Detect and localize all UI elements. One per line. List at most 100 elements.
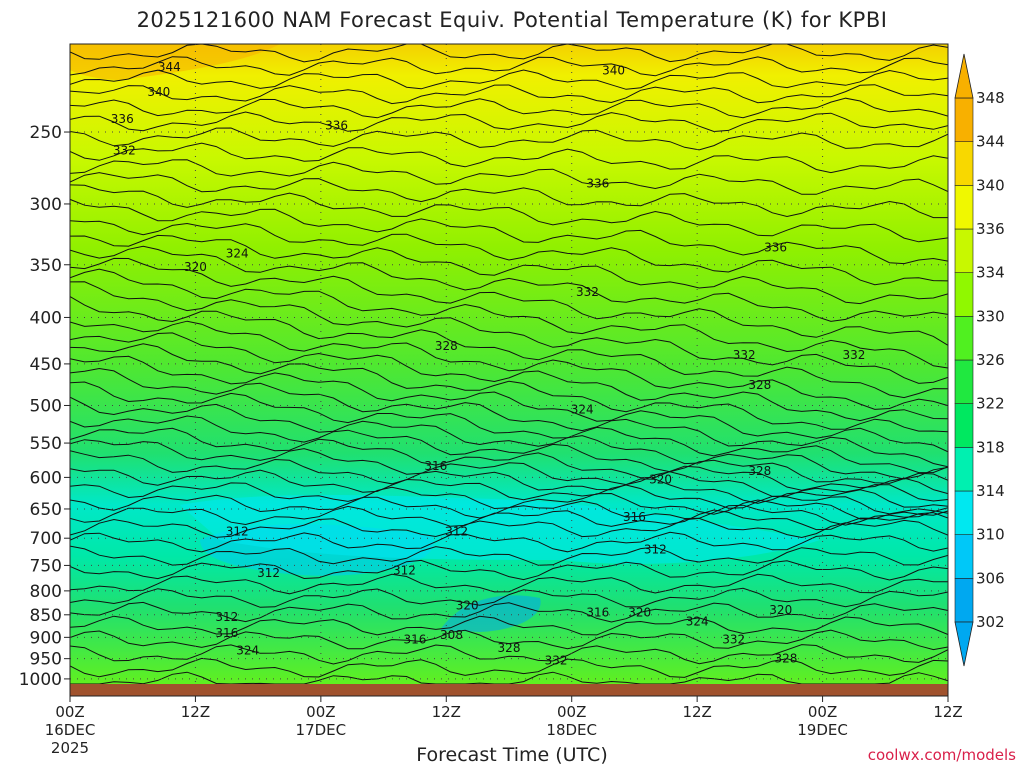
contour-label: 344 [158, 60, 181, 74]
colorbar-segment [954, 185, 974, 230]
colorbar-tick-label: 310 [976, 526, 1005, 544]
colorbar-segment [954, 534, 974, 579]
contour-label: 328 [748, 464, 771, 478]
colorbar-top-arrow [954, 53, 974, 99]
contour-line [70, 343, 948, 433]
contour-line [70, 671, 948, 684]
colorbar-segment [954, 578, 974, 623]
contour-line [70, 257, 948, 346]
contour-label: 324 [236, 643, 259, 657]
contour-label: 316 [424, 459, 447, 473]
contour-line [70, 69, 948, 90]
contour-line [70, 615, 948, 636]
colorbar: 302 306 310 314 318 322 326 330 334 336 340 344 348 [954, 53, 1005, 667]
contour-line [70, 111, 948, 133]
colorbar-tick-label: 344 [976, 133, 1005, 151]
contour-line [70, 531, 948, 553]
y-tick-label: 650 [30, 500, 62, 520]
x-tick-date: 16DEC [45, 721, 96, 739]
contour-line [70, 494, 948, 526]
y-tick-label: 950 [30, 650, 62, 670]
contour-line [70, 573, 948, 595]
x-tick-date: 17DEC [296, 721, 347, 739]
colorbar-segment [954, 316, 974, 361]
x-tick-label: 00Z [808, 703, 837, 721]
contour-line [70, 415, 948, 484]
x-tick-label: 12Z [933, 703, 962, 721]
x-tick-label: 12Z [682, 703, 711, 721]
contour-line [70, 320, 948, 410]
colorbar-tick-label: 326 [976, 351, 1005, 369]
colorbar-segment [954, 403, 974, 448]
contour-label: 332 [113, 144, 136, 158]
y-tick-label: 850 [30, 606, 62, 626]
contour-label: 328 [748, 378, 771, 392]
contour-label: 324 [571, 402, 594, 416]
x-tick-label: 00Z [557, 703, 586, 721]
colorbar-tick-label: 336 [976, 220, 1005, 238]
chart-title: 2025121600 NAM Forecast Equiv. Potential… [136, 8, 888, 32]
credit-text: coolwx.com/models [867, 746, 1016, 764]
field-overlays [70, 44, 820, 632]
ground-strip [70, 684, 948, 696]
colorbar-segment [954, 141, 974, 186]
y-tick-label: 500 [30, 396, 62, 416]
colorbar-bottom-arrow [954, 621, 974, 667]
contour-line [70, 505, 948, 531]
contour-label: 328 [775, 652, 798, 666]
y-tick-label: 750 [30, 556, 62, 576]
contour-line [70, 381, 948, 474]
contour-label: 336 [764, 240, 787, 254]
colorbar-segment [954, 228, 974, 273]
y-tick-label: 350 [30, 256, 62, 276]
y-tick-label: 900 [30, 628, 62, 648]
contour-line [70, 396, 948, 480]
contour-label: 316 [586, 605, 609, 619]
contour-label: 312 [445, 524, 468, 538]
colorbar-tick-label: 330 [976, 307, 1005, 325]
contour-line [70, 245, 948, 322]
contour-label: 332 [545, 654, 568, 668]
contour-line [70, 220, 948, 286]
contour-line [70, 172, 948, 219]
contour-label: 332 [733, 348, 756, 362]
contour-line [70, 427, 948, 495]
contour-line [70, 367, 948, 468]
contour-label: 332 [576, 285, 599, 299]
contour-label: 320 [628, 605, 651, 619]
contour-line [70, 198, 948, 265]
x-tick-date: 18DEC [546, 721, 597, 739]
warm-cap [70, 44, 280, 80]
contour-label: 328 [435, 339, 458, 353]
colorbar-segment [954, 490, 974, 535]
y-tick-label: 450 [30, 355, 62, 375]
y-tick-label: 700 [30, 529, 62, 549]
colorbar-segment [954, 272, 974, 317]
contour-line [70, 127, 948, 151]
contour-line [70, 439, 948, 502]
contour-label: 332 [722, 633, 745, 647]
contour-line [70, 601, 948, 623]
colorbar-segment [954, 447, 974, 492]
contour-line [70, 234, 948, 305]
colorbar-tick-label: 306 [976, 569, 1005, 587]
y-tick-label: 800 [30, 582, 62, 602]
contour-label: 336 [325, 119, 348, 133]
contour-label: 316 [403, 633, 426, 647]
contour-line [70, 56, 948, 77]
contour-line [70, 657, 948, 678]
contour-line [70, 545, 948, 566]
colorbar-tick-label: 322 [976, 395, 1005, 413]
contour-label: 312 [215, 610, 238, 624]
contour-label: 316 [215, 626, 238, 640]
contour-label: 324 [226, 246, 249, 260]
contour-line [70, 355, 948, 453]
contour-label: 340 [602, 64, 625, 78]
colorbar-segment [954, 359, 974, 404]
contour-lines [70, 44, 948, 684]
contour-label: 324 [686, 615, 709, 629]
colorbar-tick-label: 314 [976, 482, 1005, 500]
contour-line [70, 629, 948, 651]
contour-label: 320 [649, 472, 672, 486]
